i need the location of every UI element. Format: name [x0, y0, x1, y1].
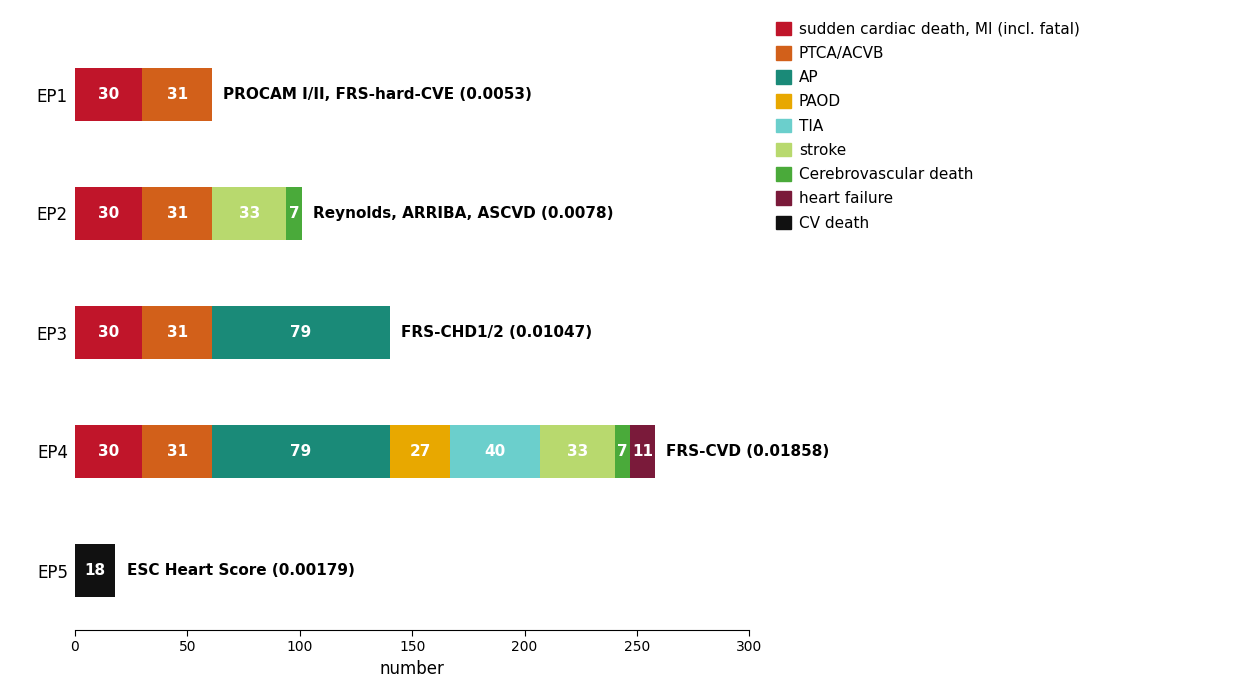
Text: 11: 11	[632, 444, 653, 459]
Text: 31: 31	[166, 444, 187, 459]
Bar	[615, 425, 631, 478]
Text: 7: 7	[617, 444, 628, 459]
Text: 79: 79	[290, 325, 311, 340]
Text: FRS-CVD (0.01858): FRS-CVD (0.01858)	[666, 444, 829, 459]
Bar	[390, 425, 451, 478]
Legend: sudden cardiac death, MI (incl. fatal), PTCA/ACVB, AP, PAOD, TIA, stroke, Cerebr: sudden cardiac death, MI (incl. fatal), …	[776, 22, 1079, 230]
Text: FRS-CHD1/2 (0.01047): FRS-CHD1/2 (0.01047)	[401, 325, 592, 340]
Text: 30: 30	[97, 87, 120, 102]
Text: 30: 30	[97, 206, 120, 221]
Bar	[75, 544, 115, 597]
Text: PROCAM I/II, FRS-hard-CVE (0.0053): PROCAM I/II, FRS-hard-CVE (0.0053)	[224, 87, 532, 102]
Text: 27: 27	[410, 444, 431, 459]
Bar	[142, 68, 212, 121]
Text: 30: 30	[97, 325, 120, 340]
Bar	[212, 306, 390, 359]
Text: 31: 31	[166, 325, 187, 340]
Text: 7: 7	[289, 206, 300, 221]
Bar	[631, 425, 654, 478]
Text: ESC Heart Score (0.00179): ESC Heart Score (0.00179)	[126, 563, 355, 578]
Bar	[142, 425, 212, 478]
Bar	[75, 187, 142, 240]
Text: Reynolds, ARRIBA, ASCVD (0.0078): Reynolds, ARRIBA, ASCVD (0.0078)	[313, 206, 613, 221]
Bar	[75, 425, 142, 478]
Bar	[75, 306, 142, 359]
Bar	[212, 187, 286, 240]
Bar	[286, 187, 302, 240]
Bar	[75, 68, 142, 121]
Bar	[212, 425, 390, 478]
Text: 40: 40	[485, 444, 506, 459]
Bar	[142, 187, 212, 240]
Text: 31: 31	[166, 206, 187, 221]
X-axis label: number: number	[380, 660, 445, 678]
Bar	[142, 306, 212, 359]
Text: 33: 33	[567, 444, 588, 459]
Text: 18: 18	[85, 563, 106, 578]
Text: 33: 33	[239, 206, 260, 221]
Bar	[451, 425, 541, 478]
Text: 31: 31	[166, 87, 187, 102]
Text: 30: 30	[97, 444, 120, 459]
Text: 79: 79	[290, 444, 311, 459]
Bar	[541, 425, 615, 478]
